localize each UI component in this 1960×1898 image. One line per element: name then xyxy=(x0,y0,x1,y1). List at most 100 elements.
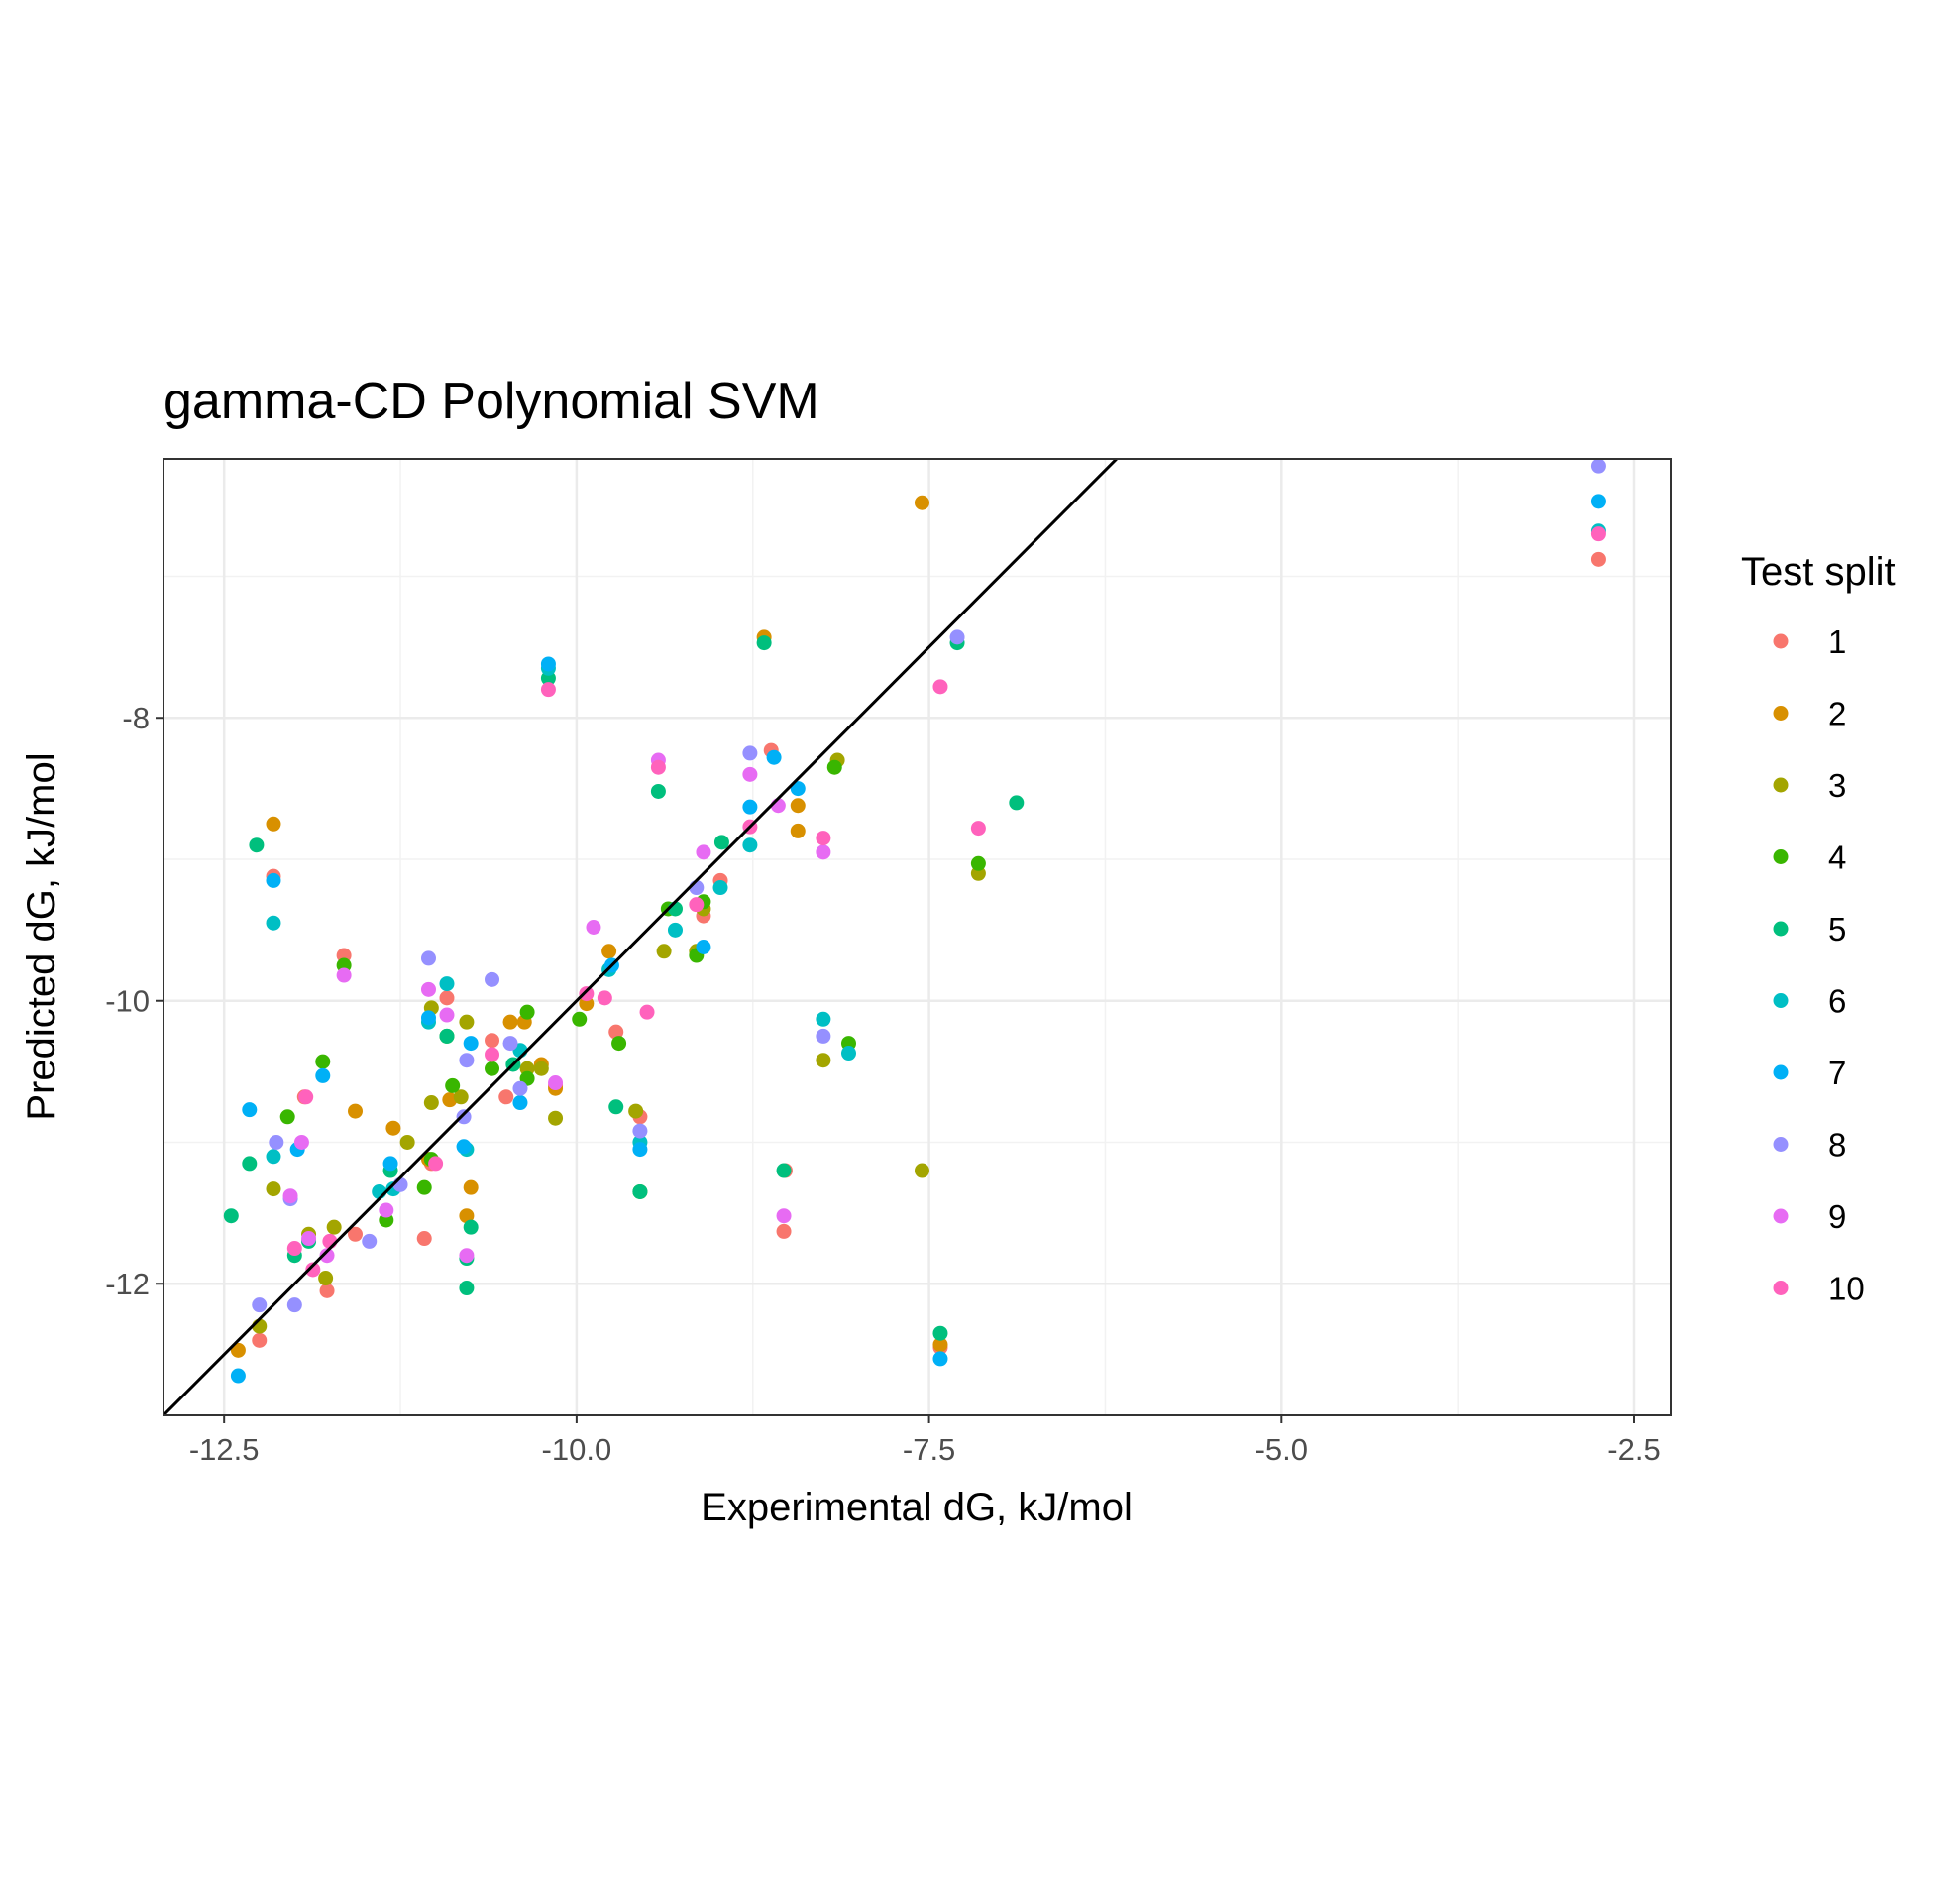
legend-key-split-8 xyxy=(1773,1137,1789,1152)
data-point-split-7 xyxy=(742,799,758,815)
x-tick-label: -2.5 xyxy=(1607,1432,1660,1467)
data-point-split-4 xyxy=(315,1054,331,1069)
data-point-split-9 xyxy=(301,1231,317,1247)
data-point-split-7 xyxy=(230,1368,246,1384)
chart-title: gamma-CD Polynomial SVM xyxy=(163,373,819,430)
data-point-split-1 xyxy=(319,1283,335,1298)
data-point-split-9 xyxy=(742,766,758,782)
data-point-split-6 xyxy=(667,922,683,938)
data-point-split-2 xyxy=(601,944,617,959)
data-point-split-5 xyxy=(776,1163,792,1178)
data-point-split-10 xyxy=(970,821,986,837)
data-point-split-3 xyxy=(459,1014,475,1030)
data-point-split-5 xyxy=(459,1281,475,1296)
data-point-split-8 xyxy=(512,1080,528,1096)
y-tick-label: -10 xyxy=(105,984,150,1019)
data-point-split-4 xyxy=(572,1011,588,1027)
data-point-split-2 xyxy=(914,495,929,510)
x-axis-title: Experimental dG, kJ/mol xyxy=(701,1486,1133,1529)
legend: Test split 1 2 3 4 5 6 7 8 9 10 xyxy=(1741,550,1896,1307)
data-point-split-8 xyxy=(459,1053,475,1068)
data-point-split-2 xyxy=(463,1179,479,1195)
data-point-split-4 xyxy=(485,1061,500,1076)
data-point-split-2 xyxy=(385,1120,401,1136)
data-point-split-3 xyxy=(423,1095,439,1111)
data-point-split-9 xyxy=(548,1075,564,1091)
data-point-split-9 xyxy=(439,1007,455,1023)
data-point-split-9 xyxy=(282,1188,298,1204)
data-point-split-10 xyxy=(305,1262,321,1278)
data-point-split-8 xyxy=(362,1233,378,1249)
data-point-split-2 xyxy=(459,1208,475,1224)
data-point-split-2 xyxy=(348,1103,364,1119)
data-point-split-3 xyxy=(453,1089,469,1105)
data-point-split-3 xyxy=(548,1110,564,1126)
data-point-split-10 xyxy=(540,682,556,698)
data-point-split-3 xyxy=(326,1219,342,1235)
data-point-split-4 xyxy=(279,1109,295,1125)
data-point-split-5 xyxy=(713,835,729,850)
data-point-split-8 xyxy=(286,1297,302,1313)
plot-panel-border xyxy=(163,458,1672,1416)
data-point-split-3 xyxy=(399,1134,415,1150)
grid-major xyxy=(163,459,1671,1415)
data-point-split-5 xyxy=(608,1099,624,1115)
data-point-split-9 xyxy=(420,981,436,997)
data-point-split-2 xyxy=(790,823,806,838)
x-tick-label: -5.0 xyxy=(1255,1432,1308,1467)
data-point-split-7 xyxy=(932,1351,948,1367)
data-point-split-7 xyxy=(382,1156,398,1172)
data-point-split-10 xyxy=(816,831,831,846)
data-point-split-1 xyxy=(416,1231,432,1247)
legend-key-split-1 xyxy=(1773,633,1789,649)
x-tick-label: -7.5 xyxy=(903,1432,955,1467)
data-point-split-6 xyxy=(816,1011,831,1027)
data-point-split-7 xyxy=(790,781,806,797)
data-point-split-8 xyxy=(742,745,758,761)
data-point-split-8 xyxy=(420,950,436,966)
x-tick-label: -12.5 xyxy=(189,1432,260,1467)
data-point-split-7 xyxy=(766,749,782,765)
data-point-split-9 xyxy=(336,967,352,983)
y-tick-label: -8 xyxy=(122,701,150,735)
data-point-split-8 xyxy=(816,1028,831,1044)
legend-title: Test split xyxy=(1741,550,1896,594)
data-point-split-1 xyxy=(608,1024,624,1040)
legend-label-split-5: 5 xyxy=(1828,911,1846,948)
data-point-split-7 xyxy=(512,1095,528,1111)
data-point-split-5 xyxy=(463,1219,479,1235)
data-point-split-10 xyxy=(597,990,612,1006)
data-point-split-9 xyxy=(379,1202,394,1218)
x-tick-label: -10.0 xyxy=(542,1432,612,1467)
data-point-split-7 xyxy=(315,1067,331,1083)
data-point-split-3 xyxy=(656,944,672,959)
legend-key-split-3 xyxy=(1773,777,1789,793)
data-point-split-4 xyxy=(519,1004,535,1020)
data-point-split-9 xyxy=(816,844,831,860)
data-point-split-5 xyxy=(249,837,265,853)
data-point-split-6 xyxy=(742,837,758,853)
legend-key-split-6 xyxy=(1773,993,1789,1008)
y-tick-label: -12 xyxy=(105,1267,150,1301)
data-point-split-9 xyxy=(293,1134,309,1150)
data-point-split-9 xyxy=(776,1208,792,1224)
data-point-split-4 xyxy=(416,1179,432,1195)
y-axis-ticks: -12 -10 -8 xyxy=(105,701,163,1301)
data-point-split-8 xyxy=(949,629,965,645)
data-point-split-10 xyxy=(485,1047,500,1062)
data-point-split-1 xyxy=(348,1226,364,1242)
data-point-split-10 xyxy=(579,986,595,1002)
data-point-split-5 xyxy=(756,635,772,651)
data-point-split-3 xyxy=(628,1103,644,1119)
data-point-split-1 xyxy=(485,1033,500,1049)
legend-key-split-9 xyxy=(1773,1208,1789,1224)
data-point-split-2 xyxy=(266,816,281,832)
data-point-split-2 xyxy=(790,798,806,814)
data-point-split-10 xyxy=(428,1156,444,1172)
data-point-split-5 xyxy=(1009,795,1025,811)
data-point-split-3 xyxy=(816,1053,831,1068)
data-point-split-2 xyxy=(932,1337,948,1353)
data-point-split-7 xyxy=(266,872,281,888)
y-axis-title: Predicted dG, kJ/mol xyxy=(20,752,63,1120)
